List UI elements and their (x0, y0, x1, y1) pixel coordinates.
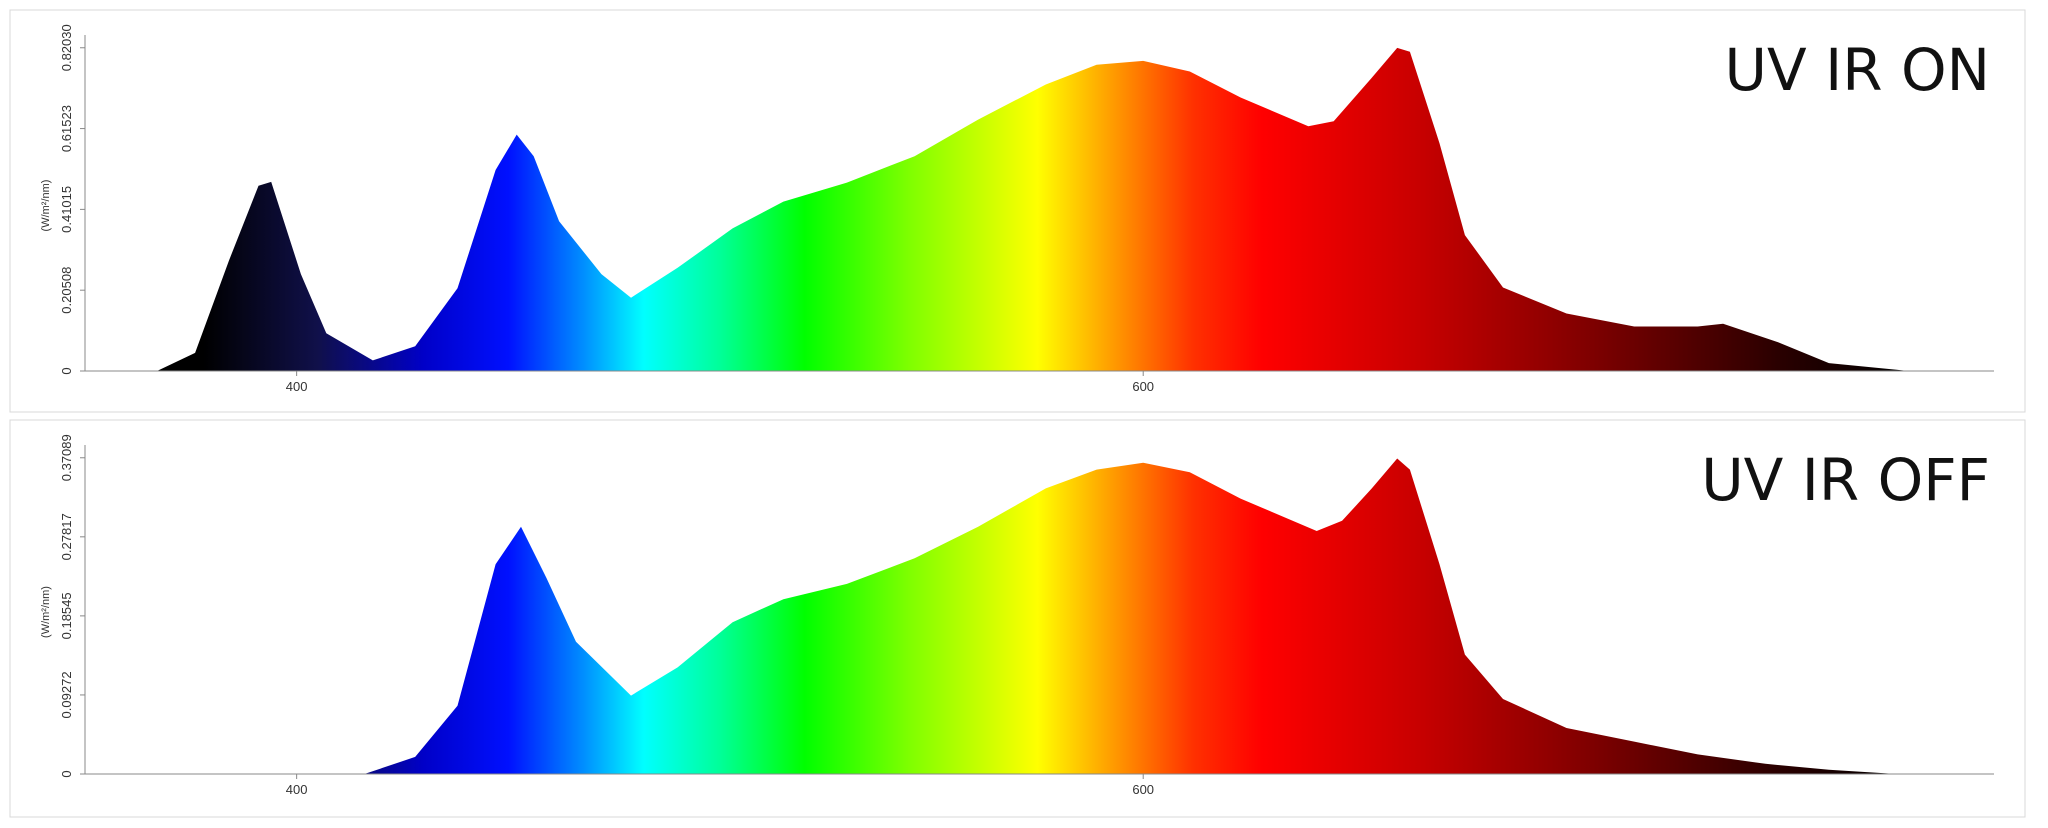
y-tick-label: 0.37089 (59, 434, 74, 481)
y-tick-label: 0 (59, 770, 74, 777)
y-tick-label: 0.82030 (59, 24, 74, 71)
panel-frame (9, 419, 2026, 818)
x-tick-label: 600 (1132, 379, 1154, 394)
y-tick-label: 0.18545 (59, 592, 74, 639)
y-tick-label: 0 (59, 367, 74, 374)
x-tick-label: 600 (1132, 782, 1154, 797)
y-tick-label: 0.09272 (59, 671, 74, 718)
panel-frame (9, 9, 2026, 413)
spectrum-area (364, 458, 1897, 774)
annotation: UV IR OFF (1701, 446, 1990, 514)
y-tick-label: 0.61523 (59, 105, 74, 152)
y-axis-label: (W/m²/nm) (40, 586, 52, 638)
y-axis-label: (W/m²/nm) (40, 180, 52, 232)
y-tick-label: 0.27817 (59, 513, 74, 560)
y-tick-label: 0.41015 (59, 186, 74, 233)
x-tick-label: 400 (286, 782, 308, 797)
x-tick-label: 400 (286, 379, 308, 394)
annotation: UV IR ON (1725, 36, 1990, 104)
spectrum-area (157, 47, 1910, 372)
y-tick-label: 0.20508 (59, 267, 74, 314)
